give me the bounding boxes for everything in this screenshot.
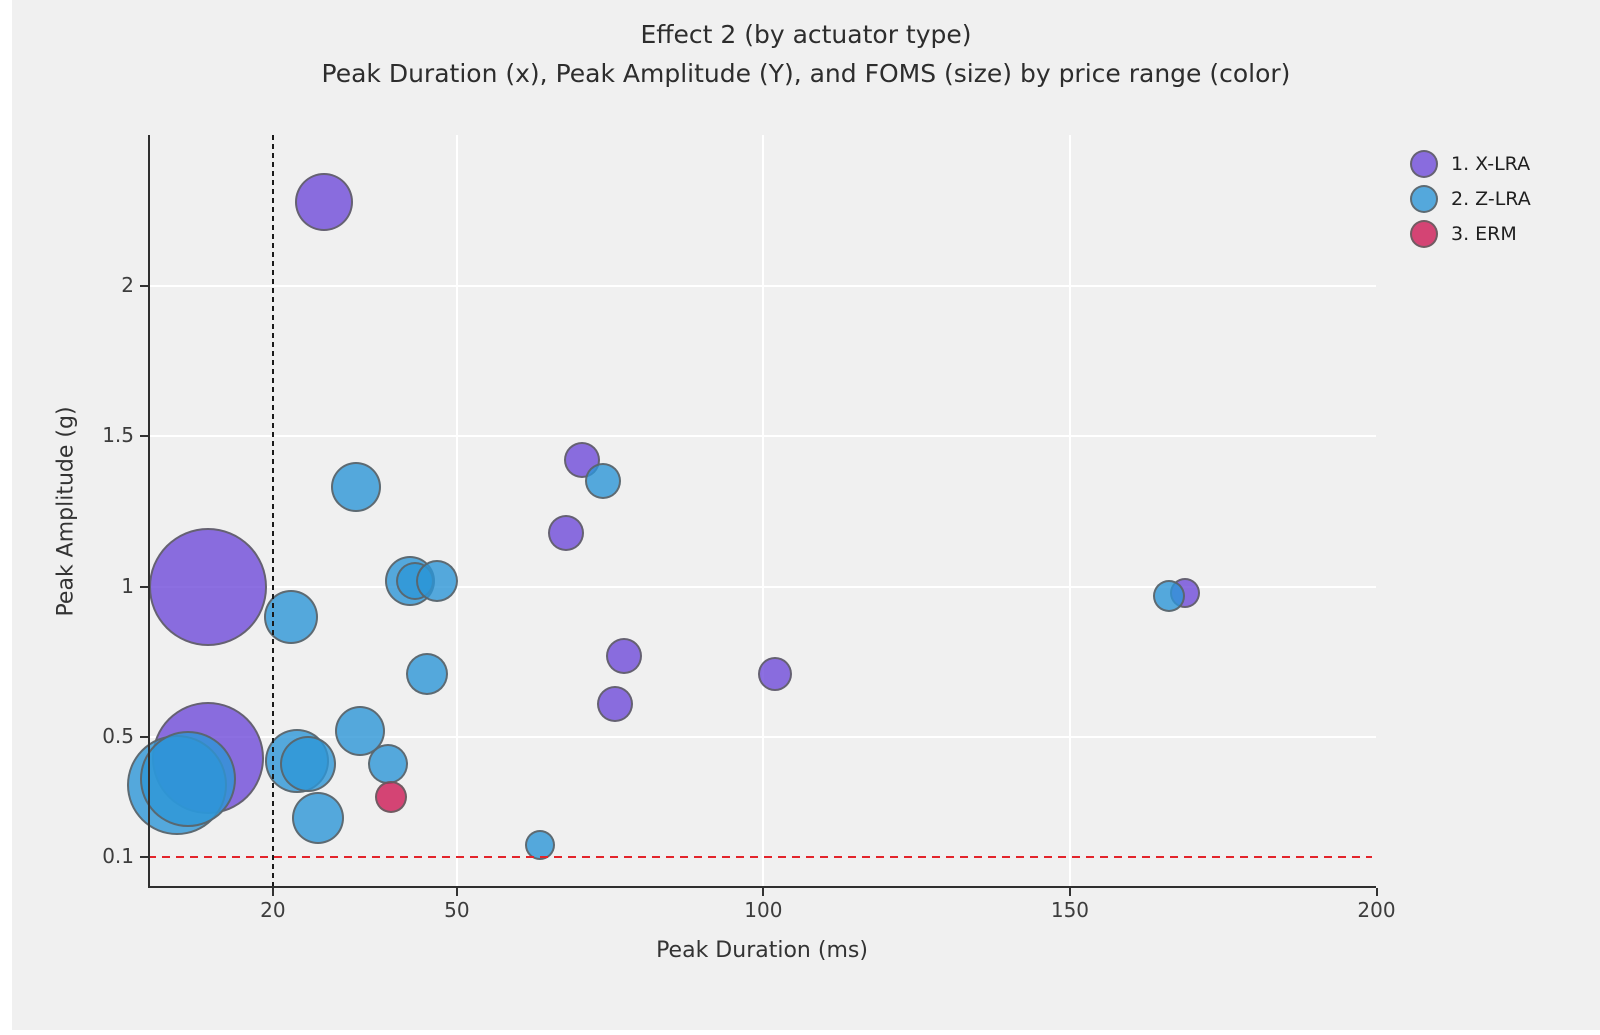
bubble-x-lra[interactable] — [295, 172, 354, 231]
y-tick-label-1.5: 1.5 — [102, 423, 134, 448]
gridline-x-150 — [1068, 135, 1071, 887]
legend-label-z-lra: 2. Z-LRA — [1451, 188, 1531, 210]
bubble-z-lra[interactable] — [406, 652, 449, 695]
bubble-x-lra[interactable] — [148, 527, 267, 646]
legend-label-erm: 3. ERM — [1451, 223, 1517, 245]
y-tick-label-1: 1 — [121, 573, 134, 598]
legend-swatch-z-lra — [1410, 185, 1438, 213]
gridline-y-1 — [148, 585, 1376, 588]
x-tick-20 — [271, 888, 274, 896]
legend-item-x-lra[interactable]: 1. X-LRA — [1410, 150, 1531, 178]
y-tick-label-2: 2 — [121, 273, 134, 297]
x-tick-label-100: 100 — [744, 898, 783, 922]
legend-label-x-lra: 1. X-LRA — [1451, 153, 1531, 175]
legend-swatch-x-lra — [1410, 150, 1438, 178]
gridline-y-1.5 — [148, 435, 1376, 438]
x-tick-100 — [762, 888, 765, 896]
bubble-z-lra[interactable] — [280, 736, 337, 793]
chart-title-block: Effect 2 (by actuator type) Peak Duratio… — [12, 16, 1600, 94]
x-axis-label: Peak Duration (ms) — [656, 938, 868, 963]
y-tick-1.5 — [140, 435, 148, 438]
chart-subtitle: Peak Duration (x), Peak Amplitude (Y), a… — [321, 59, 1291, 88]
x-tick-150 — [1068, 888, 1071, 896]
legend-item-z-lra[interactable]: 2. Z-LRA — [1410, 185, 1531, 213]
bubble-z-lra[interactable] — [585, 463, 622, 500]
y-axis-spine — [148, 135, 150, 888]
bubble-z-lra[interactable] — [1153, 579, 1186, 612]
bubble-erm[interactable] — [374, 781, 407, 814]
gridline-y-0.5 — [148, 736, 1376, 739]
legend: 1. X-LRA 2. Z-LRA 3. ERM — [1410, 150, 1531, 255]
bubble-x-lra[interactable] — [758, 656, 793, 691]
y-tick-0.1 — [140, 856, 148, 859]
legend-swatch-erm — [1410, 220, 1438, 248]
bubble-x-lra[interactable] — [597, 685, 634, 722]
y-axis-label-column: Peak Amplitude (g) — [44, 135, 88, 887]
bubble-x-lra[interactable] — [605, 637, 642, 674]
x-tick-label-50: 50 — [444, 898, 470, 922]
x-tick-50 — [455, 888, 458, 896]
x-tick-label-150: 150 — [1050, 898, 1090, 922]
plot-area: 20 50 100 150 200 0.1 0.5 1 1.5 2 — [102, 135, 1396, 922]
bubble-z-lra[interactable] — [368, 744, 409, 785]
threshold-vline-dashed — [271, 135, 274, 887]
chart-figure: Effect 2 (by actuator type) Peak Duratio… — [12, 0, 1600, 1030]
chart-title: Effect 2 (by actuator type) — [640, 20, 972, 49]
y-axis-label: Peak Amplitude (g) — [53, 405, 79, 617]
y-tick-1 — [140, 585, 148, 588]
x-tick-200 — [1375, 888, 1378, 896]
gridline-x-50 — [455, 135, 458, 887]
threshold-hline-dashed — [148, 856, 1372, 859]
x-tick-label-200: 200 — [1357, 898, 1396, 922]
y-tick-0.5 — [140, 736, 148, 739]
y-tick-2 — [140, 285, 148, 287]
gridline-x-100 — [762, 135, 765, 887]
bubble-z-lra[interactable] — [140, 731, 237, 828]
legend-item-erm[interactable]: 3. ERM — [1410, 220, 1531, 248]
bubble-z-lra[interactable] — [415, 559, 458, 602]
x-tick-label-20: 20 — [260, 898, 286, 922]
x-axis-spine — [148, 886, 1376, 888]
bubble-z-lra[interactable] — [292, 792, 345, 845]
bubble-x-lra[interactable] — [547, 514, 584, 551]
bubble-z-lra[interactable] — [525, 830, 556, 861]
bubble-z-lra[interactable] — [330, 462, 381, 513]
gridline-y-2 — [148, 285, 1376, 287]
y-tick-label-0.5: 0.5 — [102, 724, 134, 749]
y-tick-label-0.1: 0.1 — [102, 844, 134, 869]
